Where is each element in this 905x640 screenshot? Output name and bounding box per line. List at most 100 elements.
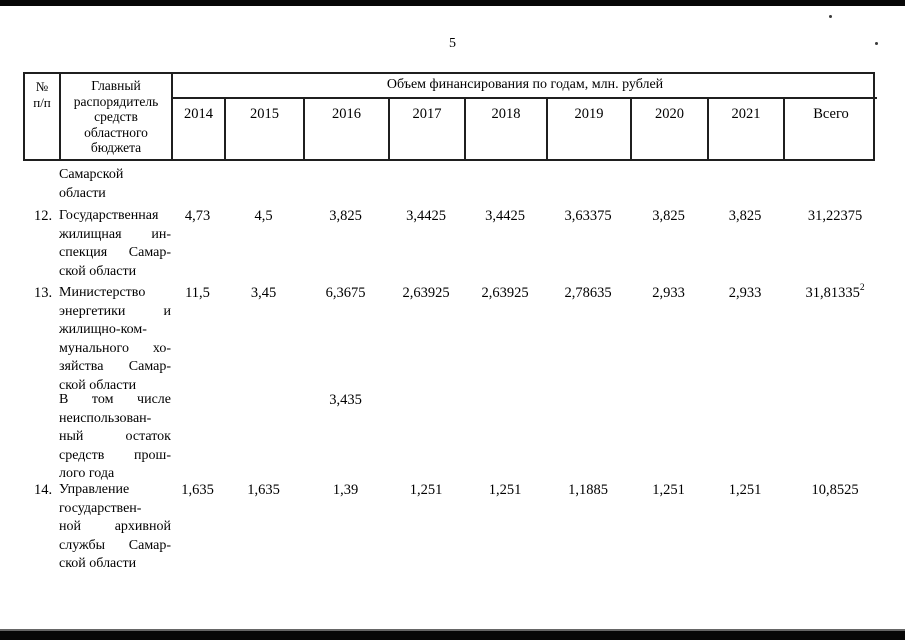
table-row: Самарской области [23, 166, 875, 203]
header-text-line: Главный [91, 78, 141, 93]
year-value-cell [388, 391, 464, 484]
financing-table-header: № п/п Главный распорядитель средств областно… [23, 72, 877, 161]
year-value-cell: 2,63925 [481, 285, 529, 301]
grbs-name-cell: Самарской области [59, 166, 171, 203]
grbs-name-cell: Управление государствен-ной архивной служб… [59, 481, 171, 574]
year-value-cell: 11,5 [185, 285, 210, 301]
row-number-cell [23, 391, 59, 484]
total-value-cell: 31,22375 [807, 208, 863, 224]
grbs-name-cell: В том числе неиспользован-ный остаток сред… [59, 391, 171, 484]
year-value-cell: 2,933 [652, 285, 685, 301]
year-value-cell: 1,251 [652, 482, 685, 498]
name-line: лого года [59, 466, 115, 481]
header-col-num: № п/п [25, 74, 61, 159]
year-value-cell: 1,39 [332, 482, 359, 498]
name-line: ской области [59, 556, 137, 571]
table-row: В том числе неиспользован-ный остаток сред… [23, 391, 875, 484]
header-col-year-2021: 2021 [709, 99, 785, 159]
name-line: ной архивной [59, 519, 171, 534]
header-col-year-2019: 2019 [548, 99, 632, 159]
header-col-year-2020: 2020 [632, 99, 709, 159]
header-col-year-2014: 2014 [173, 99, 226, 159]
year-value-cell [224, 166, 303, 203]
year-value-cell [464, 166, 546, 203]
header-col-year-2015: 2015 [226, 99, 305, 159]
header-text-line: распорядитель [73, 93, 159, 109]
name-line: Министерство [59, 285, 146, 300]
name-line: Самарской [59, 167, 124, 182]
year-value-cell [707, 166, 783, 203]
name-line: жилищно-ком- [59, 322, 147, 337]
table-row: 14. Управление государствен-ной архивной сл… [23, 481, 875, 574]
table-row: 13. Министерство энергетики и жилищно-ком-м… [23, 283, 875, 395]
row-number-cell: 14. [34, 482, 53, 498]
total-value-cell: 31,813352 [805, 283, 865, 301]
year-value-cell [630, 166, 707, 203]
header-col-total: Всего [813, 106, 849, 122]
row-number-cell [23, 166, 59, 203]
scan-artifact-top-band [0, 0, 905, 6]
scan-speck [875, 42, 878, 45]
year-value-cell [388, 166, 464, 203]
total-value-cell [783, 166, 875, 203]
header-text-line: № [35, 79, 49, 94]
header-text-line: бюджета [90, 140, 142, 155]
year-value-cell: 4,5 [254, 208, 273, 224]
year-value-cell: 3,435 [329, 392, 362, 408]
year-value-cell: 1,1885 [568, 482, 608, 498]
year-value-cell: 1,251 [728, 482, 762, 498]
page-number: 5 [449, 36, 456, 51]
header-text-line: п/п [33, 95, 51, 110]
header-col-year-2016: 2016 [305, 99, 390, 159]
year-value-cell: 3,825 [652, 208, 685, 224]
year-value-cell: 2,933 [728, 285, 762, 301]
header-text-line: средств [94, 109, 138, 124]
year-value-cell [630, 391, 707, 484]
year-value-cell: 2,78635 [564, 285, 612, 301]
header-col-year-2017: 2017 [390, 99, 466, 159]
year-value-cell: 4,73 [184, 208, 211, 224]
year-value-cell: 3,4425 [485, 208, 525, 224]
total-value-cell: 10,8525 [811, 482, 859, 498]
name-line: ской области [59, 377, 137, 393]
grbs-name-cell: Министерство энергетики и жилищно-ком-муна… [59, 284, 171, 395]
year-value-cell [707, 391, 783, 484]
name-line: зяйства Самар- [59, 359, 171, 374]
footnote-marker: 2 [859, 283, 865, 294]
year-value-cell [464, 391, 546, 484]
header-text-line: областного [84, 124, 148, 140]
scan-artifact-bottom-band [0, 629, 905, 640]
year-value-cell: 1,635 [247, 482, 280, 498]
name-line: жилищная ин- [59, 226, 171, 242]
year-value-cell: 3,825 [728, 208, 762, 224]
name-line: ской области [59, 263, 137, 279]
name-line: неиспользован- [59, 410, 152, 426]
name-line: области [59, 185, 106, 201]
name-line: службы Самар- [59, 537, 171, 553]
name-line: ный остаток [59, 429, 171, 444]
year-value-cell: 1,635 [181, 482, 214, 498]
year-value-cell [171, 391, 224, 484]
name-line: мунального хо- [59, 340, 171, 356]
row-number-cell: 12. [34, 208, 53, 224]
year-value-cell [171, 166, 224, 203]
year-value-cell: 3,825 [329, 208, 362, 224]
scan-speck [829, 15, 832, 18]
year-value-cell: 6,3675 [325, 285, 366, 301]
name-line: В том числе [59, 392, 171, 407]
name-line: спекция Самар- [59, 245, 171, 260]
year-value-cell: 3,45 [250, 285, 277, 301]
year-value-cell [224, 391, 303, 484]
name-line: Управление [59, 482, 130, 497]
year-value-cell: 1,251 [488, 482, 522, 498]
year-value-cell [546, 391, 630, 484]
name-line: государствен- [59, 500, 142, 516]
year-value-cell: 3,63375 [564, 208, 612, 224]
year-value-cell: 3,4425 [406, 208, 446, 224]
year-value-cell [546, 166, 630, 203]
name-line: энергетики и [59, 303, 171, 319]
grbs-name-cell: Государственная жилищная ин-спекция Самар… [59, 207, 171, 281]
year-value-cell: 2,63925 [402, 285, 450, 301]
